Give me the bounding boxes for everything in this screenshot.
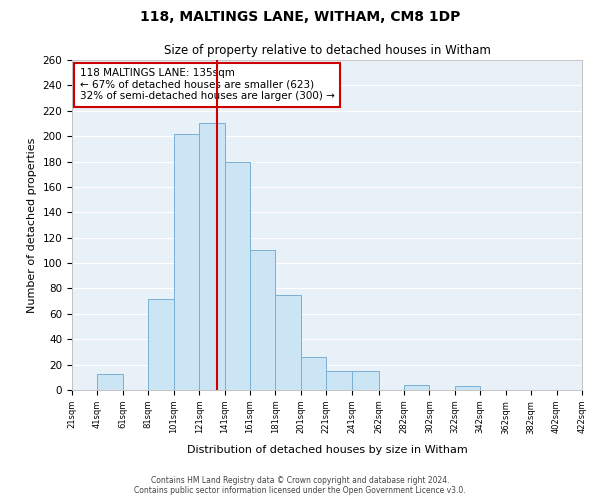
Bar bbox=[326, 371, 352, 390]
Bar bbox=[582, 388, 600, 390]
Bar bbox=[148, 298, 174, 390]
Bar bbox=[97, 374, 123, 390]
Text: 118 MALTINGS LANE: 135sqm
← 67% of detached houses are smaller (623)
32% of semi: 118 MALTINGS LANE: 135sqm ← 67% of detac… bbox=[80, 68, 335, 102]
Bar bbox=[301, 357, 326, 390]
Bar bbox=[455, 386, 480, 390]
Y-axis label: Number of detached properties: Number of detached properties bbox=[27, 138, 37, 312]
Bar bbox=[199, 124, 224, 390]
Bar bbox=[224, 162, 250, 390]
Bar bbox=[275, 295, 301, 390]
Text: 118, MALTINGS LANE, WITHAM, CM8 1DP: 118, MALTINGS LANE, WITHAM, CM8 1DP bbox=[140, 10, 460, 24]
Bar bbox=[352, 371, 379, 390]
Bar bbox=[174, 134, 199, 390]
X-axis label: Distribution of detached houses by size in Witham: Distribution of detached houses by size … bbox=[187, 444, 467, 454]
Bar bbox=[250, 250, 275, 390]
Title: Size of property relative to detached houses in Witham: Size of property relative to detached ho… bbox=[164, 44, 490, 58]
Bar bbox=[404, 385, 430, 390]
Text: Contains HM Land Registry data © Crown copyright and database right 2024.
Contai: Contains HM Land Registry data © Crown c… bbox=[134, 476, 466, 495]
